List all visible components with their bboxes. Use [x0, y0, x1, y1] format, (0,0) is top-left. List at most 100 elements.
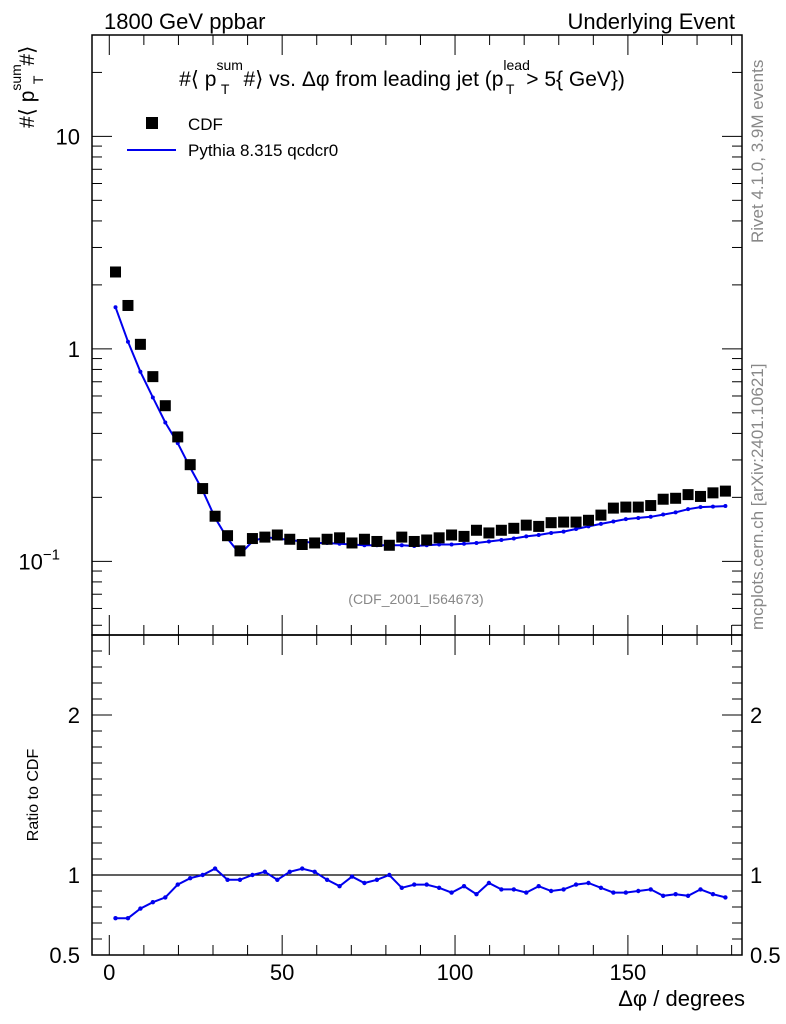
ratio-point	[424, 882, 429, 887]
ratio-point	[362, 880, 367, 886]
cdf-data-point	[383, 539, 395, 551]
cdf-data-point	[234, 545, 246, 557]
pythia-point	[636, 515, 641, 520]
ratio-point	[187, 876, 193, 881]
ratio-point	[511, 887, 517, 892]
legend-marker-cdf	[146, 117, 158, 129]
ratio-point	[573, 882, 579, 887]
lower-axis-ticks: 0.5 0.5 1 1 2 2 0 50 100 150	[49, 635, 781, 985]
cdf-data-point	[483, 527, 495, 539]
cdf-data-point	[695, 490, 707, 502]
y-tick-label: 10	[56, 124, 80, 149]
cdf-data-point	[545, 517, 557, 529]
cdf-data-point	[259, 531, 271, 543]
ratio-point	[636, 888, 641, 894]
cdf-data-point	[396, 531, 408, 543]
cdf-data-point	[358, 533, 370, 545]
cdf-data-point	[719, 485, 731, 497]
cdf-data-point	[558, 516, 570, 528]
ratio-point	[412, 882, 417, 887]
y-tick-label: 1	[68, 337, 80, 362]
cdf-data-point	[607, 502, 619, 514]
x-tick-label: 150	[610, 960, 647, 985]
x-tick-label: 0	[103, 960, 115, 985]
cdf-data-point	[371, 535, 383, 547]
cdf-data-point	[309, 537, 321, 549]
pythia-point	[698, 505, 703, 510]
cdf-data-point	[346, 537, 358, 549]
pythia-point	[511, 536, 516, 541]
cdf-data-point	[458, 530, 470, 542]
ratio-point	[337, 884, 342, 889]
ratio-y-tick-label-right: 1	[750, 863, 762, 888]
cdf-data-point	[408, 535, 420, 547]
cdf-data-point	[334, 532, 346, 544]
x-tick-label: 50	[270, 960, 294, 985]
ratio-point	[287, 869, 292, 874]
x-tick-label: 100	[437, 960, 474, 985]
cdf-data-point	[570, 516, 582, 528]
ratio-point	[524, 890, 529, 895]
ratio-point	[275, 877, 280, 882]
cdf-data-point	[470, 524, 482, 536]
ratio-point	[374, 877, 380, 882]
ratio-point	[399, 885, 404, 890]
x-axis-label: Δφ / degrees	[618, 986, 745, 1011]
cdf-data-point	[620, 501, 632, 513]
pythia-point	[648, 514, 653, 519]
ratio-point	[586, 880, 591, 886]
ratio-point	[175, 882, 180, 887]
cdf-data-point	[707, 487, 719, 499]
cdf-data-point	[222, 530, 234, 542]
cdf-data-point	[645, 500, 657, 512]
cdf-data-point	[508, 522, 520, 534]
ratio-point	[561, 887, 566, 892]
ratio-point	[685, 893, 691, 898]
y-tick-label: 10−1	[18, 546, 60, 574]
analysis-id-watermark: (CDF_2001_I564673)	[348, 591, 483, 607]
ratio-point	[486, 880, 492, 886]
ratio-point	[436, 885, 442, 890]
legend: CDF Pythia 8.315 qcdcr0	[127, 115, 338, 160]
cdf-data-point	[446, 529, 458, 541]
cdf-data-point	[197, 483, 209, 495]
ratio-point	[349, 874, 355, 879]
y-axis-label: #⟨ psum T#⟩	[8, 46, 46, 128]
cdf-data-point	[110, 266, 122, 278]
pythia-point	[710, 504, 715, 509]
ratio-point	[200, 872, 205, 878]
ratio-point	[250, 872, 255, 878]
pythia-point	[623, 517, 628, 522]
pythia-point	[661, 512, 666, 517]
pythia-point	[536, 533, 541, 538]
pythia-point	[449, 542, 454, 547]
cdf-data-point	[246, 533, 258, 545]
cdf-data-point	[682, 489, 694, 501]
cdf-data-point	[657, 493, 669, 505]
ratio-point	[237, 877, 243, 882]
y-tick-label-exponent: −1	[43, 546, 60, 563]
pythia-point	[462, 541, 467, 546]
legend-label-cdf: CDF	[188, 115, 223, 134]
ratio-y-tick-label-right: 0.5	[750, 943, 781, 968]
pythia-point	[150, 395, 155, 400]
cdf-data-point	[520, 519, 532, 531]
ratio-point	[461, 884, 467, 889]
ratio-point	[611, 890, 616, 895]
ratio-point	[648, 887, 653, 892]
ratio-point	[474, 892, 479, 897]
collision-label: 1800 GeV ppbar	[104, 9, 265, 34]
ratio-y-tick-label-left: 2	[68, 703, 80, 728]
analysis-label: Underlying Event	[567, 9, 735, 34]
ratio-point	[548, 888, 554, 894]
ratio-point	[163, 895, 168, 900]
cdf-data-point	[632, 501, 644, 513]
y-tick-label-base: 10	[18, 549, 42, 574]
ratio-point	[673, 892, 678, 897]
ratio-point	[300, 866, 305, 871]
ratio-y-tick-label-left: 0.5	[49, 943, 80, 968]
ratio-point	[499, 887, 504, 892]
y-tick-label-base: 10	[56, 124, 80, 149]
